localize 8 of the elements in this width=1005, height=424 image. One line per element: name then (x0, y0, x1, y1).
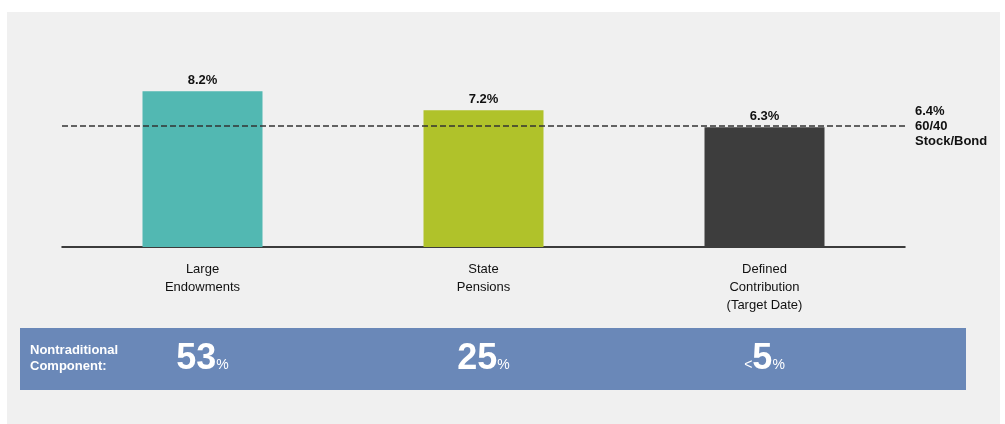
ref-line-label: 6.4% 60/40 Stock/Bond (915, 102, 988, 148)
x-tick-label: Defined Contribution (Target Date) (726, 260, 803, 312)
x-tick-label: State Pensions (456, 260, 511, 294)
data-label: 7.2% (468, 91, 499, 107)
info-panel: Nontraditional Component: 53% 25% <5% (20, 328, 966, 390)
x-tick-label: Large Endowments (164, 260, 241, 294)
data-label: 6.3% (749, 108, 780, 124)
data-label: 8.2% (187, 72, 218, 88)
